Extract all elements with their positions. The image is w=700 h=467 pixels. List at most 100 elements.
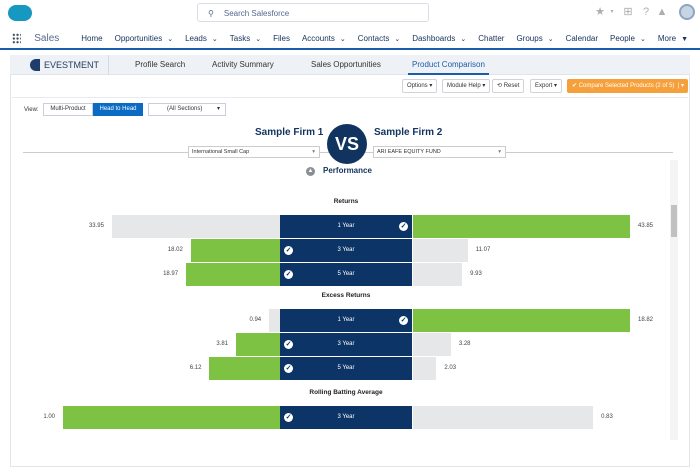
period-label: 5 Year bbox=[280, 263, 412, 286]
check-icon: ✔ bbox=[572, 83, 579, 89]
nav-item-accounts[interactable]: Accounts ⌄ bbox=[301, 33, 346, 43]
nav-bar: Sales Home Opportunities ⌄ Leads ⌄ Tasks ⌄ File… bbox=[0, 28, 700, 50]
nav-item-tasks[interactable]: Tasks ⌄ bbox=[229, 33, 262, 43]
chevron-down-icon[interactable]: ⌄ bbox=[339, 35, 346, 43]
vs-badge: VS bbox=[327, 124, 367, 164]
options-button[interactable]: Options ▾ bbox=[402, 79, 438, 93]
multi-product-toggle[interactable]: Multi-Product bbox=[43, 103, 93, 116]
avatar[interactable] bbox=[679, 4, 695, 20]
search-placeholder: Search Salesforce bbox=[223, 9, 290, 18]
collapse-icon[interactable]: ▲ bbox=[306, 167, 315, 176]
period-label: 1 Year bbox=[280, 215, 412, 238]
sections-select[interactable]: (All Sections) ▾ bbox=[148, 103, 226, 116]
app-name: Sales bbox=[34, 32, 60, 44]
firm-1-title: Sample Firm 1 bbox=[255, 127, 324, 138]
right-value: 3.28 bbox=[458, 341, 471, 347]
left-bar bbox=[269, 309, 280, 332]
chart-section-title: Excess Returns bbox=[321, 292, 371, 299]
winner-check-icon: ✓ bbox=[284, 340, 293, 349]
nav-item-groups[interactable]: Groups ⌄ bbox=[516, 33, 554, 43]
view-label: View: bbox=[24, 107, 39, 113]
chevron-down-icon[interactable]: ⌄ bbox=[211, 35, 218, 43]
tab-activity-summary[interactable]: Activity Summary bbox=[212, 60, 274, 69]
nav-item-leads[interactable]: Leads ⌄ bbox=[185, 33, 218, 43]
winner-check-icon: ✓ bbox=[399, 316, 408, 325]
divider bbox=[108, 55, 109, 75]
period-label: 3 Year bbox=[280, 333, 412, 356]
winner-check-icon: ✓ bbox=[284, 413, 293, 422]
nav-item-home[interactable]: Home bbox=[81, 33, 103, 43]
reset-icon: ⟲ bbox=[497, 83, 504, 89]
right-value: 18.82 bbox=[638, 317, 654, 323]
favorites-dropdown-icon[interactable]: ▾ bbox=[610, 9, 614, 15]
left-value: 33.95 bbox=[88, 223, 104, 229]
period-label: 1 Year bbox=[280, 309, 412, 332]
period-label: 3 Year bbox=[280, 239, 412, 262]
search-icon: ⚲ bbox=[208, 9, 214, 18]
firm-1-product-select[interactable]: International Small Cap ▾ bbox=[188, 146, 320, 158]
winner-check-icon: ✓ bbox=[399, 222, 408, 231]
left-value: 3.81 bbox=[216, 341, 229, 347]
favorites-star-icon[interactable]: ★ bbox=[595, 6, 605, 18]
help-icon[interactable]: ? bbox=[642, 6, 650, 18]
chevron-down-icon[interactable]: ⌄ bbox=[167, 35, 174, 43]
global-header bbox=[0, 0, 700, 28]
right-bar bbox=[413, 333, 451, 356]
right-bar bbox=[413, 309, 630, 332]
right-value: 2.03 bbox=[444, 365, 457, 371]
left-bar bbox=[111, 215, 280, 238]
chevron-down-icon[interactable]: ⌄ bbox=[460, 35, 467, 43]
divider bbox=[12, 97, 688, 98]
tab-profile-search[interactable]: Profile Search bbox=[135, 60, 186, 69]
salesforce-logo[interactable] bbox=[8, 5, 32, 21]
period-label: 5 Year bbox=[280, 357, 412, 380]
search-input[interactable]: ⚲ Search Salesforce bbox=[197, 3, 429, 22]
nav-item-more[interactable]: More ▼ bbox=[657, 33, 688, 43]
tab-bar bbox=[10, 55, 690, 75]
left-value: 6.12 bbox=[189, 365, 202, 371]
chevron-down-icon[interactable]: | ▾ bbox=[677, 83, 684, 89]
chart-section-title: Rolling Batting Average bbox=[309, 389, 383, 396]
left-bar bbox=[63, 406, 280, 429]
nav-item-files[interactable]: Files bbox=[273, 33, 290, 43]
compare-selected-button[interactable]: ✔ Compare Selected Products (2 of 5) | ▾ bbox=[567, 79, 688, 93]
winner-check-icon: ✓ bbox=[284, 364, 293, 373]
chevron-down-icon[interactable]: ⌄ bbox=[547, 35, 554, 43]
left-bar bbox=[190, 239, 280, 262]
app-launcher-icon[interactable] bbox=[12, 32, 22, 44]
nav-item-opportunities[interactable]: Opportunities ⌄ bbox=[114, 33, 174, 43]
add-icon[interactable]: ⊞ bbox=[623, 6, 633, 18]
export-button[interactable]: Export ▾ bbox=[530, 79, 563, 93]
chevron-down-icon: ▾ bbox=[216, 106, 220, 112]
nav-item-dashboards[interactable]: Dashboards ⌄ bbox=[412, 33, 467, 43]
nav-item-calendar[interactable]: Calendar bbox=[565, 33, 599, 43]
nav-item-chatter[interactable]: Chatter bbox=[478, 33, 505, 43]
notifications-bell-icon[interactable]: ▲ bbox=[656, 6, 668, 18]
tab-product-comparison[interactable]: Product Comparison bbox=[408, 55, 489, 75]
left-value: 0.94 bbox=[249, 317, 262, 323]
period-label: 3 Year bbox=[280, 406, 412, 429]
module-help-button[interactable]: Module Help ▾ bbox=[442, 79, 491, 93]
reset-button[interactable]: ⟲ Reset bbox=[492, 79, 525, 93]
right-value: 9.93 bbox=[470, 271, 482, 277]
right-bar bbox=[413, 263, 463, 286]
chevron-down-icon[interactable]: ⌄ bbox=[255, 35, 262, 43]
right-value: 0.83 bbox=[601, 414, 613, 420]
scrollbar-thumb[interactable] bbox=[671, 205, 677, 237]
section-title[interactable]: Performance bbox=[323, 166, 372, 175]
left-bar bbox=[236, 333, 280, 356]
evestment-logo: EVESTMENT bbox=[30, 59, 99, 71]
chevron-down-icon[interactable]: ⌄ bbox=[394, 35, 401, 43]
chart-section-title: Returns bbox=[333, 198, 359, 205]
nav-item-people[interactable]: People ⌄ bbox=[610, 33, 646, 43]
scrollbar[interactable] bbox=[670, 160, 678, 440]
chevron-down-icon[interactable]: ▼ bbox=[681, 35, 688, 43]
firm-2-product-select[interactable]: ARI EAFE EQUITY FUND ▾ bbox=[373, 146, 506, 158]
left-value: 18.97 bbox=[163, 271, 179, 277]
nav-item-contacts[interactable]: Contacts ⌄ bbox=[357, 33, 401, 43]
head-to-head-toggle[interactable]: Head to Head bbox=[93, 103, 143, 116]
right-value: 11.07 bbox=[475, 247, 491, 253]
chevron-down-icon[interactable]: ⌄ bbox=[639, 35, 646, 43]
tab-sales-opportunities[interactable]: Sales Opportunities bbox=[311, 60, 381, 69]
right-bar bbox=[413, 406, 594, 429]
